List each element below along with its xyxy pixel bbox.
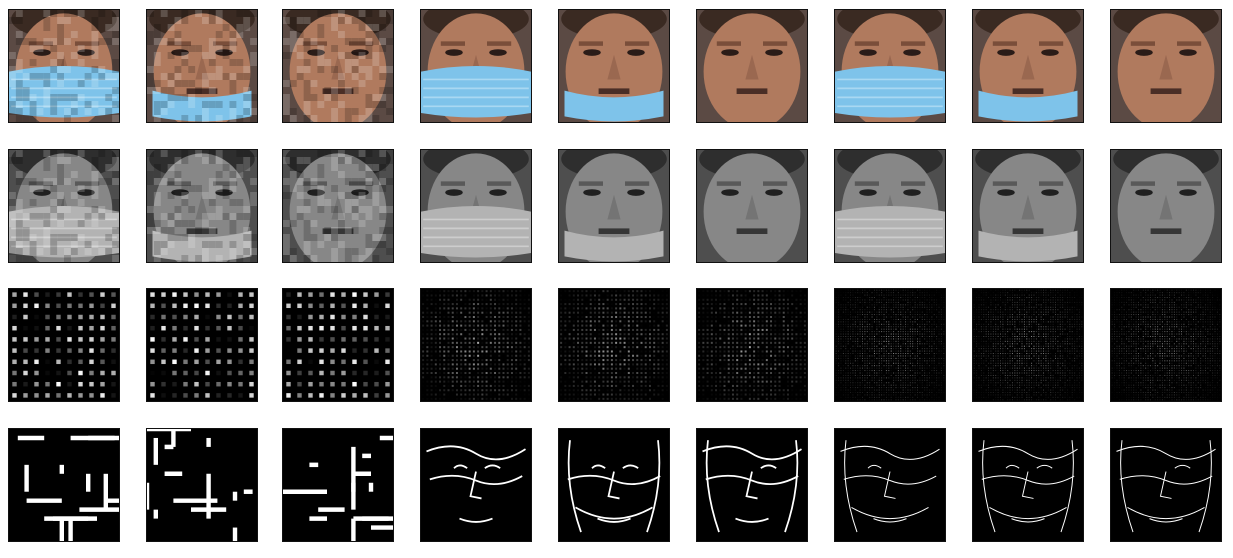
grayscale-faces-image bbox=[1111, 150, 1221, 262]
color-faces-tile bbox=[972, 9, 1084, 123]
grayscale-faces-image bbox=[835, 150, 945, 262]
edge-maps-image bbox=[973, 429, 1083, 541]
edge-maps-image bbox=[147, 429, 257, 541]
edge-maps-tile bbox=[696, 428, 808, 542]
edge-maps-tile bbox=[1110, 428, 1222, 542]
color-faces-tile bbox=[834, 9, 946, 123]
feature-maps-image bbox=[9, 289, 119, 401]
color-faces-image bbox=[9, 10, 119, 122]
feature-maps-tile bbox=[834, 288, 946, 402]
edge-maps-image bbox=[283, 429, 393, 541]
feature-maps-image bbox=[835, 289, 945, 401]
edge-maps-image bbox=[835, 429, 945, 541]
color-faces-image bbox=[1111, 10, 1221, 122]
color-faces-tile bbox=[420, 9, 532, 123]
grayscale-faces-image bbox=[283, 150, 393, 262]
grayscale-faces-image bbox=[559, 150, 669, 262]
feature-maps-tile bbox=[420, 288, 532, 402]
grayscale-faces-tile bbox=[8, 149, 120, 263]
edge-maps-image bbox=[697, 429, 807, 541]
feature-maps-tile bbox=[146, 288, 258, 402]
edge-maps-tile bbox=[282, 428, 394, 542]
grayscale-faces-image bbox=[421, 150, 531, 262]
edge-maps-image bbox=[421, 429, 531, 541]
feature-maps-image bbox=[421, 289, 531, 401]
grayscale-faces-image bbox=[9, 150, 119, 262]
grayscale-faces-tile bbox=[558, 149, 670, 263]
feature-maps-tile bbox=[8, 288, 120, 402]
feature-maps-tile bbox=[972, 288, 1084, 402]
color-faces-image bbox=[421, 10, 531, 122]
grayscale-faces-image bbox=[147, 150, 257, 262]
grayscale-faces-tile bbox=[696, 149, 808, 263]
edge-maps-tile bbox=[420, 428, 532, 542]
color-faces-tile bbox=[1110, 9, 1222, 123]
feature-maps-image bbox=[147, 289, 257, 401]
edge-maps-image bbox=[9, 429, 119, 541]
color-faces-image bbox=[973, 10, 1083, 122]
feature-maps-tile bbox=[696, 288, 808, 402]
edge-maps-image bbox=[1111, 429, 1221, 541]
feature-maps-tile bbox=[1110, 288, 1222, 402]
color-faces-tile bbox=[696, 9, 808, 123]
feature-maps-image bbox=[973, 289, 1083, 401]
grayscale-faces-tile bbox=[420, 149, 532, 263]
feature-maps-tile bbox=[558, 288, 670, 402]
color-faces-tile bbox=[8, 9, 120, 123]
grayscale-faces-tile bbox=[146, 149, 258, 263]
color-faces-image bbox=[559, 10, 669, 122]
feature-maps-image bbox=[697, 289, 807, 401]
edge-maps-tile bbox=[834, 428, 946, 542]
edge-maps-tile bbox=[558, 428, 670, 542]
color-faces-tile bbox=[282, 9, 394, 123]
edge-maps-image bbox=[559, 429, 669, 541]
grayscale-faces-tile bbox=[1110, 149, 1222, 263]
color-faces-tile bbox=[558, 9, 670, 123]
edge-maps-tile bbox=[8, 428, 120, 542]
grayscale-faces-image bbox=[697, 150, 807, 262]
color-faces-image bbox=[147, 10, 257, 122]
color-faces-image bbox=[697, 10, 807, 122]
grayscale-faces-tile bbox=[282, 149, 394, 263]
edge-maps-tile bbox=[972, 428, 1084, 542]
grayscale-faces-tile bbox=[834, 149, 946, 263]
color-faces-image bbox=[835, 10, 945, 122]
color-faces-tile bbox=[146, 9, 258, 123]
feature-maps-image bbox=[1111, 289, 1221, 401]
feature-maps-image bbox=[283, 289, 393, 401]
grayscale-faces-image bbox=[973, 150, 1083, 262]
edge-maps-tile bbox=[146, 428, 258, 542]
feature-maps-tile bbox=[282, 288, 394, 402]
grayscale-faces-tile bbox=[972, 149, 1084, 263]
color-faces-image bbox=[283, 10, 393, 122]
feature-maps-image bbox=[559, 289, 669, 401]
